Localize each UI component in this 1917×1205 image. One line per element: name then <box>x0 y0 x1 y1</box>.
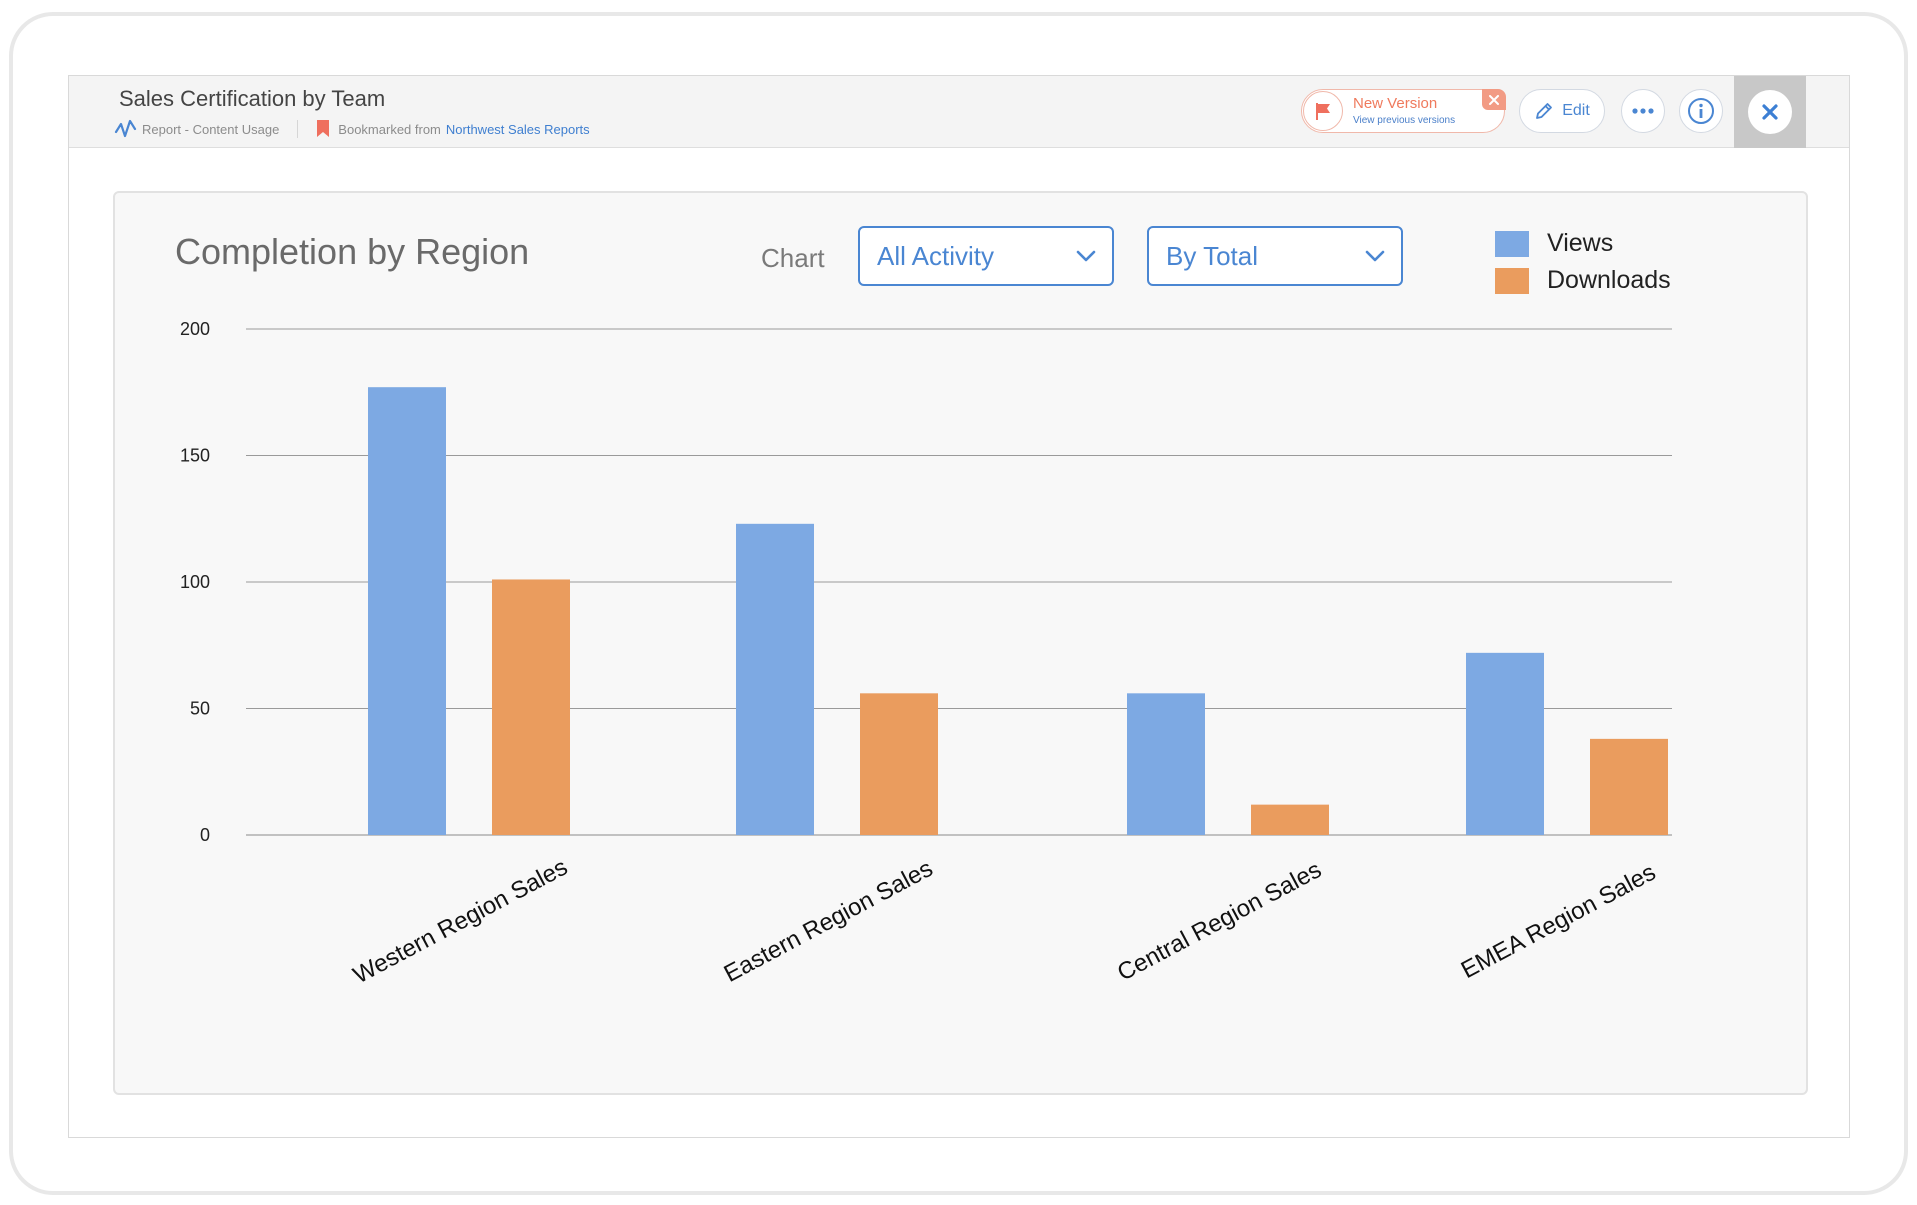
activity-dropdown[interactable]: All Activity <box>858 226 1114 286</box>
dismiss-new-version-button[interactable] <box>1482 89 1506 110</box>
x-tick-label: Central Region Sales <box>1113 856 1326 986</box>
y-tick-label: 50 <box>190 699 210 719</box>
legend-item-views: Views <box>1495 225 1671 262</box>
y-tick-label: 0 <box>200 825 210 845</box>
close-area <box>1734 76 1806 148</box>
bookmark-source-link[interactable]: Northwest Sales Reports <box>445 121 590 137</box>
chart-selector-label: Chart <box>761 243 825 273</box>
bar-chart: 0 50 100 150 200 Western Region Sales Eastern … <box>180 319 1672 990</box>
bar-views <box>736 523 814 835</box>
edit-button[interactable]: Edit <box>1519 89 1605 133</box>
aggregate-dropdown[interactable]: By Total <box>1147 226 1403 286</box>
bookmark-prefix: Bookmarked from <box>338 121 441 137</box>
edit-label: Edit <box>1562 102 1590 119</box>
aggregate-dropdown-value: By Total <box>1166 240 1259 271</box>
close-icon <box>1489 94 1499 105</box>
bar-views <box>1127 693 1205 835</box>
report-title: Sales Certification by Team <box>119 86 386 111</box>
y-tick-label: 200 <box>180 319 210 339</box>
y-tick-label: 150 <box>180 446 210 466</box>
legend-item-downloads: Downloads <box>1495 262 1671 299</box>
flag-icon <box>1316 103 1330 120</box>
bar-downloads <box>860 693 938 835</box>
more-dots-icon <box>1632 108 1654 114</box>
chevron-down-icon <box>1076 250 1096 262</box>
x-tick-label: Eastern Region Sales <box>720 855 938 988</box>
bar-views <box>368 387 446 835</box>
meta-divider <box>297 120 299 138</box>
new-version-title: New Version <box>1353 95 1438 112</box>
view-previous-versions-link[interactable]: View previous versions <box>1353 115 1456 126</box>
report-header: Sales Certification by Team Report - Con… <box>69 76 1849 148</box>
legend-swatch-views <box>1495 230 1529 257</box>
new-version-notice[interactable]: New Version View previous versions <box>1301 89 1506 133</box>
chevron-down-icon <box>1365 250 1385 262</box>
chart-panel: Completion by Region Chart All Activity … <box>113 191 1808 1095</box>
pencil-icon <box>1536 103 1553 119</box>
y-tick-label: 100 <box>180 572 210 592</box>
bar-views <box>1466 652 1544 835</box>
bookmark-icon <box>317 120 330 137</box>
chart-legend: Views Downloads <box>1495 225 1671 299</box>
report-window: Sales Certification by Team Report - Con… <box>68 75 1850 1138</box>
legend-label-downloads: Downloads <box>1547 266 1671 294</box>
activity-dropdown-value: All Activity <box>877 240 995 271</box>
legend-swatch-downloads <box>1495 267 1529 294</box>
legend-label-views: Views <box>1547 229 1614 257</box>
x-tick-label: EMEA Region Sales <box>1457 859 1661 984</box>
bar-downloads <box>1590 738 1668 835</box>
more-options-button[interactable] <box>1621 89 1665 133</box>
report-type-label: Report - Content Usage <box>142 121 280 137</box>
chart-title: Completion by Region <box>175 231 530 272</box>
close-report-button[interactable] <box>1748 90 1792 134</box>
bar-downloads <box>1251 804 1329 835</box>
info-button[interactable] <box>1679 89 1723 133</box>
report-chart-icon <box>114 119 137 138</box>
x-tick-label: Western Region Sales <box>349 854 572 990</box>
report-meta: Report - Content Usage Bookmarked from N… <box>114 118 590 140</box>
flag-icon-circle <box>1303 91 1343 131</box>
bar-downloads <box>492 579 570 835</box>
info-icon <box>1688 98 1714 124</box>
close-icon <box>1762 104 1778 120</box>
